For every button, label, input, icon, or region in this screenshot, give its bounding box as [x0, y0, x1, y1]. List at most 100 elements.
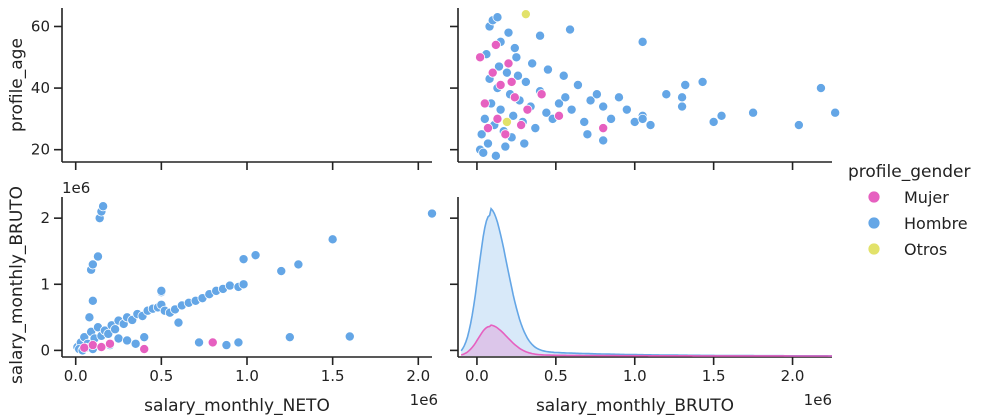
age-bruto-point-hombre	[579, 116, 590, 127]
age-bruto-point-hombre	[541, 107, 552, 118]
age-bruto-point-hombre	[508, 110, 519, 121]
y-axis-label-bruto: salary_monthly_BRUTO	[7, 186, 27, 384]
age-bruto-point-mujer	[475, 52, 486, 63]
age-bruto-point-hombre	[606, 113, 617, 124]
x-offset-text: 1e6	[410, 391, 438, 409]
age-bruto-point-hombre	[697, 76, 708, 87]
x-tick-label: 2.0	[406, 367, 430, 385]
legend-label-hombre: Hombre	[904, 214, 968, 233]
age-bruto-point-mujer	[516, 120, 527, 131]
age-bruto-point-hombre	[503, 27, 514, 38]
age-bruto-point-mujer	[492, 113, 503, 124]
bruto-neto-point-mujer	[207, 337, 218, 348]
bruto-neto-point-hombre	[156, 285, 167, 296]
x-tick-label: 1.0	[235, 367, 259, 385]
age-bruto-point-hombre	[637, 113, 648, 124]
bruto-neto-point-hombre	[293, 259, 304, 270]
age-bruto-point-hombre	[490, 150, 501, 161]
age-bruto-point-hombre	[637, 36, 648, 47]
x-offset-text: 1e6	[804, 391, 832, 409]
y-tick-label: 40	[31, 79, 50, 97]
age-bruto-point-hombre	[494, 61, 505, 72]
age-bruto-point-hombre	[479, 113, 490, 124]
y-tick-label: 60	[31, 17, 50, 35]
age-bruto-point-hombre	[542, 64, 553, 75]
x-tick-label: 1.5	[702, 367, 726, 385]
age-bruto-point-hombre	[558, 70, 569, 81]
age-bruto-point-hombre	[680, 80, 691, 91]
x-tick-label: 0.5	[149, 367, 173, 385]
age-bruto-point-hombre	[598, 101, 609, 112]
age-bruto-point-hombre	[509, 43, 520, 54]
legend-title: profile_gender	[848, 162, 970, 182]
age-bruto-point-hombre	[748, 107, 759, 118]
age-bruto-point-hombre	[500, 141, 511, 152]
bruto-neto-point-hombre	[238, 254, 249, 265]
age-bruto-point-hombre	[492, 12, 503, 23]
age-bruto-point-hombre	[560, 92, 571, 103]
age-bruto-point-mujer	[522, 104, 533, 115]
age-bruto-point-hombre	[511, 52, 522, 63]
y-tick-label: 20	[31, 141, 50, 159]
y-tick-label: 0	[40, 341, 50, 359]
age-bruto-point-hombre	[512, 70, 523, 81]
bruto-neto-point-mujer	[96, 342, 107, 353]
bruto-neto-point-mujer	[139, 344, 150, 355]
age-bruto-point-hombre	[716, 110, 727, 121]
age-bruto-point-hombre	[815, 83, 826, 94]
bruto-neto-point-hombre	[122, 335, 133, 346]
age-bruto-point-mujer	[553, 110, 564, 121]
bruto-neto-point-hombre	[139, 332, 150, 343]
x-tick-label: 2.0	[781, 367, 805, 385]
age-bruto-point-hombre	[677, 92, 688, 103]
bruto-neto-point-hombre	[87, 259, 98, 270]
age-bruto-point-otros	[520, 9, 531, 20]
kde-fill-mujer	[461, 325, 832, 356]
age-bruto-point-mujer	[490, 39, 501, 50]
y-axis-label-age: profile_age	[7, 38, 27, 132]
bruto-neto-point-hombre	[276, 266, 287, 277]
age-bruto-point-hombre	[535, 30, 546, 41]
age-bruto-point-mujer	[506, 76, 517, 87]
y-offset-text: 1e6	[62, 179, 90, 197]
age-bruto-point-hombre	[598, 135, 609, 146]
x-axis-label-neto: salary_monthly_NETO	[144, 396, 330, 416]
bruto-neto-point-hombre	[194, 337, 205, 348]
age-bruto-point-hombre	[613, 92, 624, 103]
bruto-neto-point-hombre	[327, 234, 338, 245]
age-bruto-point-mujer	[482, 123, 493, 134]
age-bruto-point-mujer	[503, 58, 514, 69]
bruto-neto-point-hombre	[98, 201, 109, 212]
bruto-neto-point-hombre	[250, 250, 261, 261]
x-tick-label: 0.0	[465, 367, 489, 385]
legend-label-mujer: Mujer	[904, 188, 949, 207]
bruto-neto-point-hombre	[92, 251, 103, 262]
age-bruto-point-hombre	[661, 89, 672, 100]
x-tick-label: 0.0	[64, 367, 88, 385]
bruto-neto-point-mujer	[87, 340, 98, 351]
bruto-neto-point-mujer	[104, 338, 115, 349]
bruto-neto-point-hombre	[87, 295, 98, 306]
age-bruto-point-hombre	[793, 120, 804, 131]
age-bruto-point-hombre	[495, 104, 506, 115]
age-bruto-point-otros	[501, 116, 512, 127]
age-bruto-point-hombre	[530, 123, 541, 134]
age-bruto-point-mujer	[509, 92, 520, 103]
bruto-neto-point-hombre	[344, 331, 355, 342]
age-bruto-point-hombre	[565, 24, 576, 35]
y-tick-label: 1	[40, 275, 50, 293]
y-tick-label: 2	[40, 209, 50, 227]
age-bruto-point-mujer	[479, 98, 490, 109]
bruto-neto-point-hombre	[221, 340, 232, 351]
legend-marker-hombre	[867, 216, 881, 230]
age-bruto-point-hombre	[621, 104, 632, 115]
bruto-neto-point-hombre	[84, 312, 95, 323]
kde-line-mujer	[460, 324, 832, 357]
age-bruto-point-hombre	[501, 67, 512, 78]
bruto-neto-point-hombre	[224, 280, 235, 291]
x-tick-label: 1.5	[321, 367, 345, 385]
age-bruto-point-hombre	[566, 104, 577, 115]
age-bruto-point-hombre	[519, 138, 530, 149]
